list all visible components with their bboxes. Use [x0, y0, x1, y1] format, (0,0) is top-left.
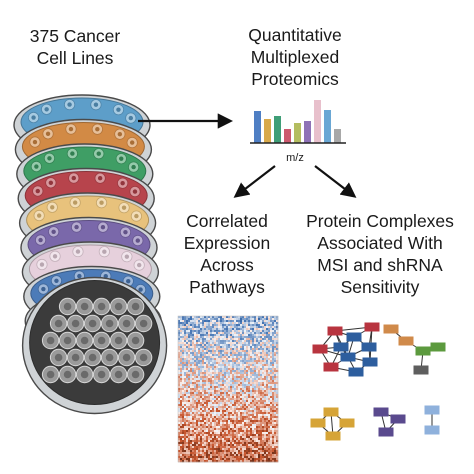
protein-node	[364, 322, 380, 332]
protein-node	[312, 344, 328, 354]
protein-node	[373, 407, 389, 417]
protein-node	[339, 418, 355, 428]
protein-node	[424, 425, 440, 435]
protein-node	[346, 332, 362, 342]
spectrum-peak-6	[304, 121, 311, 143]
protein-node	[361, 342, 377, 352]
correlated-expression-label: Correlated Expression Across Pathways	[183, 211, 271, 297]
protein-node	[340, 352, 356, 362]
cell-lines-label: 375 Cancer Cell Lines	[29, 26, 121, 68]
protein-node	[310, 418, 326, 428]
protein-node	[413, 365, 429, 375]
spectrum-peak-7	[314, 100, 321, 143]
protein-node	[415, 346, 431, 356]
petri-dish-10	[21, 276, 168, 415]
protein-node	[390, 414, 406, 424]
proteomics-label: Quantitative Multiplexed Proteomics	[248, 25, 342, 89]
protein-node	[323, 362, 339, 372]
arrow-to-complexes	[314, 165, 357, 198]
protein-node	[348, 367, 364, 377]
protein-node	[327, 326, 343, 336]
protein-node	[398, 336, 414, 346]
spectrum-peak-1	[254, 111, 261, 143]
protein-complexes-label: Protein Complexes Associated With MSI an…	[306, 211, 454, 297]
protein-node	[424, 405, 440, 415]
spectrum-peak-3	[274, 116, 281, 143]
spectrum-peak-4	[284, 129, 291, 143]
protein-node	[378, 427, 394, 437]
spectrum-peak-8	[324, 110, 331, 143]
protein-node	[325, 431, 341, 441]
mz-axis-label: m/z	[286, 152, 304, 164]
protein-node	[333, 342, 349, 352]
arrow-to-correlated	[233, 165, 276, 198]
protein-node	[323, 407, 339, 417]
heatmap-frame	[177, 315, 279, 463]
spectrum-peak-9	[334, 129, 341, 143]
protein-node	[430, 342, 446, 352]
spectrum-peak-5	[294, 123, 301, 143]
protein-node	[362, 357, 378, 367]
spectrum-peak-2	[264, 119, 271, 143]
protein-node	[383, 324, 399, 334]
